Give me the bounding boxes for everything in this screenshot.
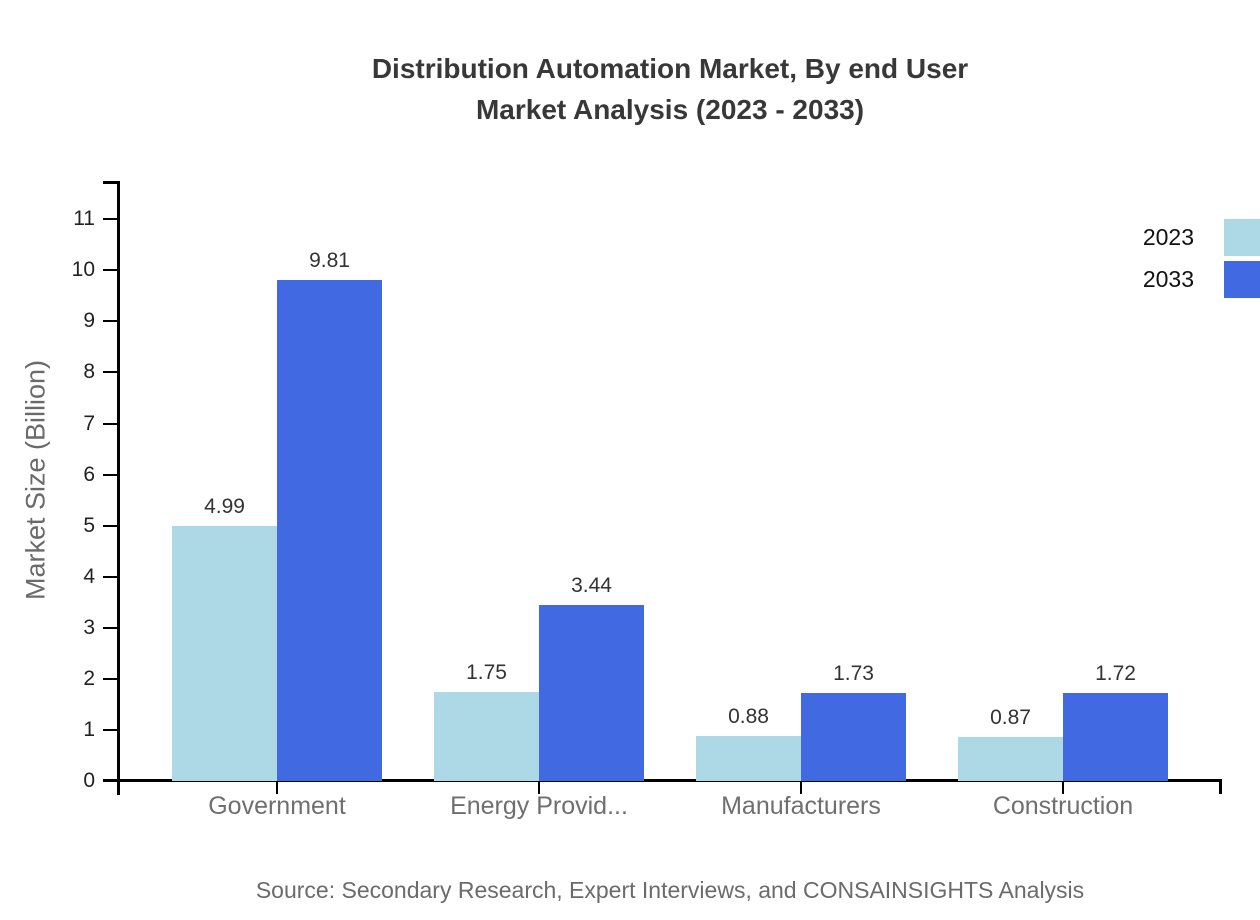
y-tick-icon <box>103 320 118 323</box>
bar-2033-government <box>277 280 382 781</box>
category-label: Energy Provid... <box>450 792 628 820</box>
y-tick-label: 4 <box>83 564 95 588</box>
y-tick-icon <box>103 677 118 680</box>
y-tick-label: 1 <box>83 717 95 741</box>
y-tick-icon <box>103 728 118 731</box>
bar-value-label: 1.72 <box>1095 662 1136 686</box>
legend-swatch-icon <box>1224 219 1260 256</box>
y-tick-icon <box>103 473 118 476</box>
x-tick-icon <box>1062 781 1064 794</box>
bar-2023-manufacturers <box>696 736 801 781</box>
bar-2023-government <box>172 526 277 781</box>
y-tick-label: 11 <box>73 207 95 231</box>
bar-value-label: 1.75 <box>466 660 507 684</box>
y-tick-label: 10 <box>71 258 95 282</box>
legend-label: 2033 <box>1142 266 1194 292</box>
bar-value-label: 1.73 <box>833 661 874 685</box>
y-tick-label: 8 <box>83 360 95 384</box>
bar-2023-construction <box>958 736 1063 781</box>
legend-item-2023: 2023 <box>1143 219 1260 256</box>
chart-title: Distribution Automation Market, By end U… <box>80 48 1260 130</box>
y-tick-label: 5 <box>83 513 95 537</box>
y-tick-label: 9 <box>83 309 95 333</box>
x-tick-icon <box>538 781 540 794</box>
bar-2033-energyprovid <box>539 605 644 781</box>
y-tick-icon <box>103 780 118 782</box>
x-tick-icon <box>800 781 802 794</box>
bar-2023-energyprovid <box>434 691 539 781</box>
legend-item-2033: 2033 <box>1143 261 1260 298</box>
x-tick-icon <box>276 781 278 794</box>
legend-swatch-icon <box>1224 261 1260 298</box>
y-tick-label: 2 <box>83 666 95 690</box>
legend-label: 2023 <box>1142 224 1194 250</box>
chart-title-line-1: Distribution Automation Market, By end U… <box>371 53 969 84</box>
bar-2033-construction <box>1063 693 1168 781</box>
x-axis-end-tick-icon <box>1219 781 1222 794</box>
bar-value-label: 9.81 <box>309 249 350 273</box>
bar-2033-manufacturers <box>801 692 906 781</box>
bar-value-label: 0.88 <box>728 705 769 729</box>
y-tick-label: 3 <box>83 615 95 639</box>
y-axis-line <box>117 181 120 795</box>
category-label: Construction <box>992 792 1134 820</box>
x-axis-line <box>103 779 1222 782</box>
y-tick-icon <box>103 575 118 578</box>
y-tick-icon <box>103 269 118 272</box>
y-tick-icon <box>103 422 118 425</box>
chart-title-line-2: Market Analysis (2023 - 2033) <box>475 94 865 125</box>
y-tick-icon <box>103 218 118 221</box>
y-tick-label: 0 <box>83 769 95 792</box>
legend: 2023 2033 <box>1143 219 1260 298</box>
bar-value-label: 3.44 <box>571 574 612 598</box>
category-label: Government <box>208 792 346 820</box>
y-tick-icon <box>103 524 118 527</box>
source-note: Source: Secondary Research, Expert Inter… <box>255 877 1085 903</box>
y-tick-label: 6 <box>83 462 95 486</box>
category-label: Manufacturers <box>721 792 881 820</box>
y-tick-icon <box>103 626 118 629</box>
y-tick-icon <box>103 371 118 374</box>
y-axis-end-tick-icon <box>103 181 118 184</box>
bar-value-label: 0.87 <box>990 705 1031 729</box>
bar-value-label: 4.99 <box>204 495 245 519</box>
y-tick-label: 7 <box>83 411 95 435</box>
